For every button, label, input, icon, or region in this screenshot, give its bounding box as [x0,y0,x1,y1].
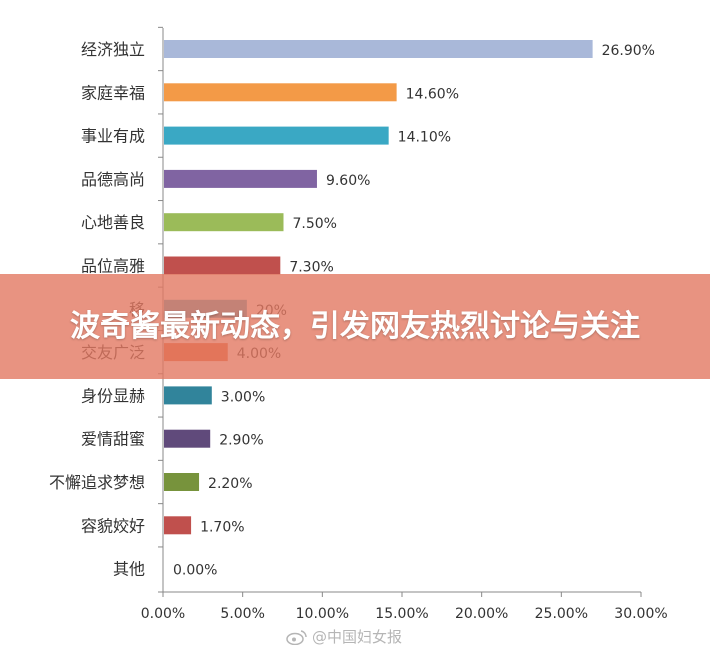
value-label: 14.60% [406,86,459,102]
bar [164,83,397,102]
value-label: 2.90% [219,433,263,449]
value-label: 7.50% [293,216,337,232]
x-tick-label: 25.00% [535,606,588,622]
watermark: @中国妇女报 [286,626,402,647]
value-label: 3.00% [221,389,265,405]
category-label: 心地善良 [81,213,145,232]
category-label: 爱情甜蜜 [81,430,145,449]
bar [164,213,284,232]
value-label: 0.00% [173,563,217,579]
category-label: 经济独立 [81,40,145,59]
bar [164,429,211,448]
x-tick-label: 15.00% [375,606,428,622]
category-label: 事业有成 [81,127,145,146]
watermark-text: @中国妇女报 [312,628,403,646]
value-label: 1.70% [200,519,244,535]
x-tick-label: 10.00% [296,606,349,622]
x-tick-label: 5.00% [220,606,264,622]
bar [164,40,593,58]
category-label: 家庭幸福 [81,83,145,102]
value-label: 26.90% [602,43,655,59]
x-tick-label: 0.00% [141,606,185,622]
bar [164,169,317,188]
x-tick-label: 20.00% [455,606,508,622]
category-label: 品德高尚 [81,170,145,189]
category-label: 不懈追求梦想 [49,473,145,492]
category-label: 容貌姣好 [81,516,145,535]
category-label: 身份显赫 [81,386,145,405]
weibo-icon [286,629,307,645]
bar [164,473,200,491]
x-tick-label: 30.00% [614,606,667,622]
bar [164,516,192,535]
bar [164,126,389,145]
bar [164,386,212,405]
value-label: 9.60% [326,173,370,189]
category-label: 品位高雅 [81,257,145,276]
headline-title: 波奇酱最新动态，引发网友热烈讨论与关注 [70,308,640,344]
headline-banner: 波奇酱最新动态，引发网友热烈讨论与关注 [0,274,710,379]
category-label: 其他 [113,560,145,579]
bar [164,256,281,275]
value-label: 2.20% [208,476,252,492]
value-label: 14.10% [398,130,451,146]
value-label: 7.30% [289,260,333,276]
